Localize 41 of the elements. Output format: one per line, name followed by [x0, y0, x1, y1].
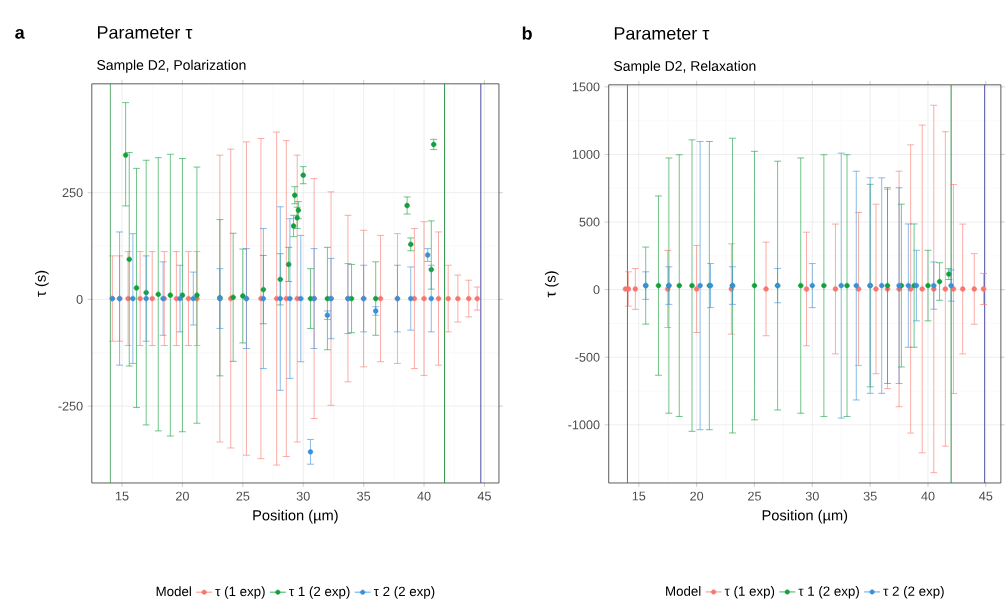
chart-subtitle: Sample D2, Polarization: [97, 59, 246, 73]
y-tick-label: -1000: [568, 420, 600, 430]
legend-title: Model: [156, 586, 191, 596]
text: a: [15, 28, 25, 39]
x-tick-label: 30: [296, 491, 310, 501]
x-tick-label: 35: [863, 491, 877, 501]
x-tick-label: 35: [357, 491, 371, 501]
legend-label: τ 1 (2 exp): [289, 586, 350, 599]
chart-subtitle: Sample D2, Relaxation: [614, 60, 756, 74]
x-tick-label: 45: [477, 491, 491, 501]
x-tick-label: 25: [236, 491, 250, 501]
y-axis-title: τ (s): [544, 271, 559, 297]
x-axis-title: Position (µm): [762, 509, 848, 524]
legend-label: τ 2 (2 exp): [373, 586, 435, 599]
y-tick-label: 1500: [572, 82, 600, 92]
y-tick-label: 250: [62, 188, 83, 198]
legend-label: τ (1 exp): [215, 586, 265, 599]
x-tick-label: 20: [176, 491, 189, 501]
x-axis-title: Position (µm): [253, 509, 338, 524]
x-tick-label: 45: [979, 491, 993, 501]
x-tick-label: 20: [690, 491, 704, 501]
x-tick-label: 40: [417, 491, 431, 501]
x-tick-label: 15: [632, 491, 646, 501]
legend-label: τ 1 (2 exp): [798, 585, 859, 599]
y-tick-label: 500: [579, 217, 600, 227]
y-tick-label: -500: [575, 352, 600, 362]
x-tick-label: 40: [921, 491, 935, 501]
y-tick-label: 0: [593, 285, 600, 294]
x-tick-label: 15: [115, 491, 129, 501]
text: b: [522, 26, 532, 40]
y-tick-label: 0: [76, 294, 83, 304]
y-axis-title: τ (s): [35, 270, 49, 297]
legend-label: τ 2 (2 exp): [883, 585, 944, 599]
y-tick-label: -250: [58, 401, 83, 411]
x-tick-label: 25: [748, 491, 761, 501]
legend-title: Model: [666, 585, 701, 596]
legend-label: τ (1 exp): [724, 585, 775, 599]
y-tick-label: 1000: [572, 149, 600, 159]
chart-title: Parameter τ: [97, 26, 193, 39]
x-tick-label: 30: [805, 491, 819, 501]
chart-title: Parameter τ: [614, 27, 710, 40]
